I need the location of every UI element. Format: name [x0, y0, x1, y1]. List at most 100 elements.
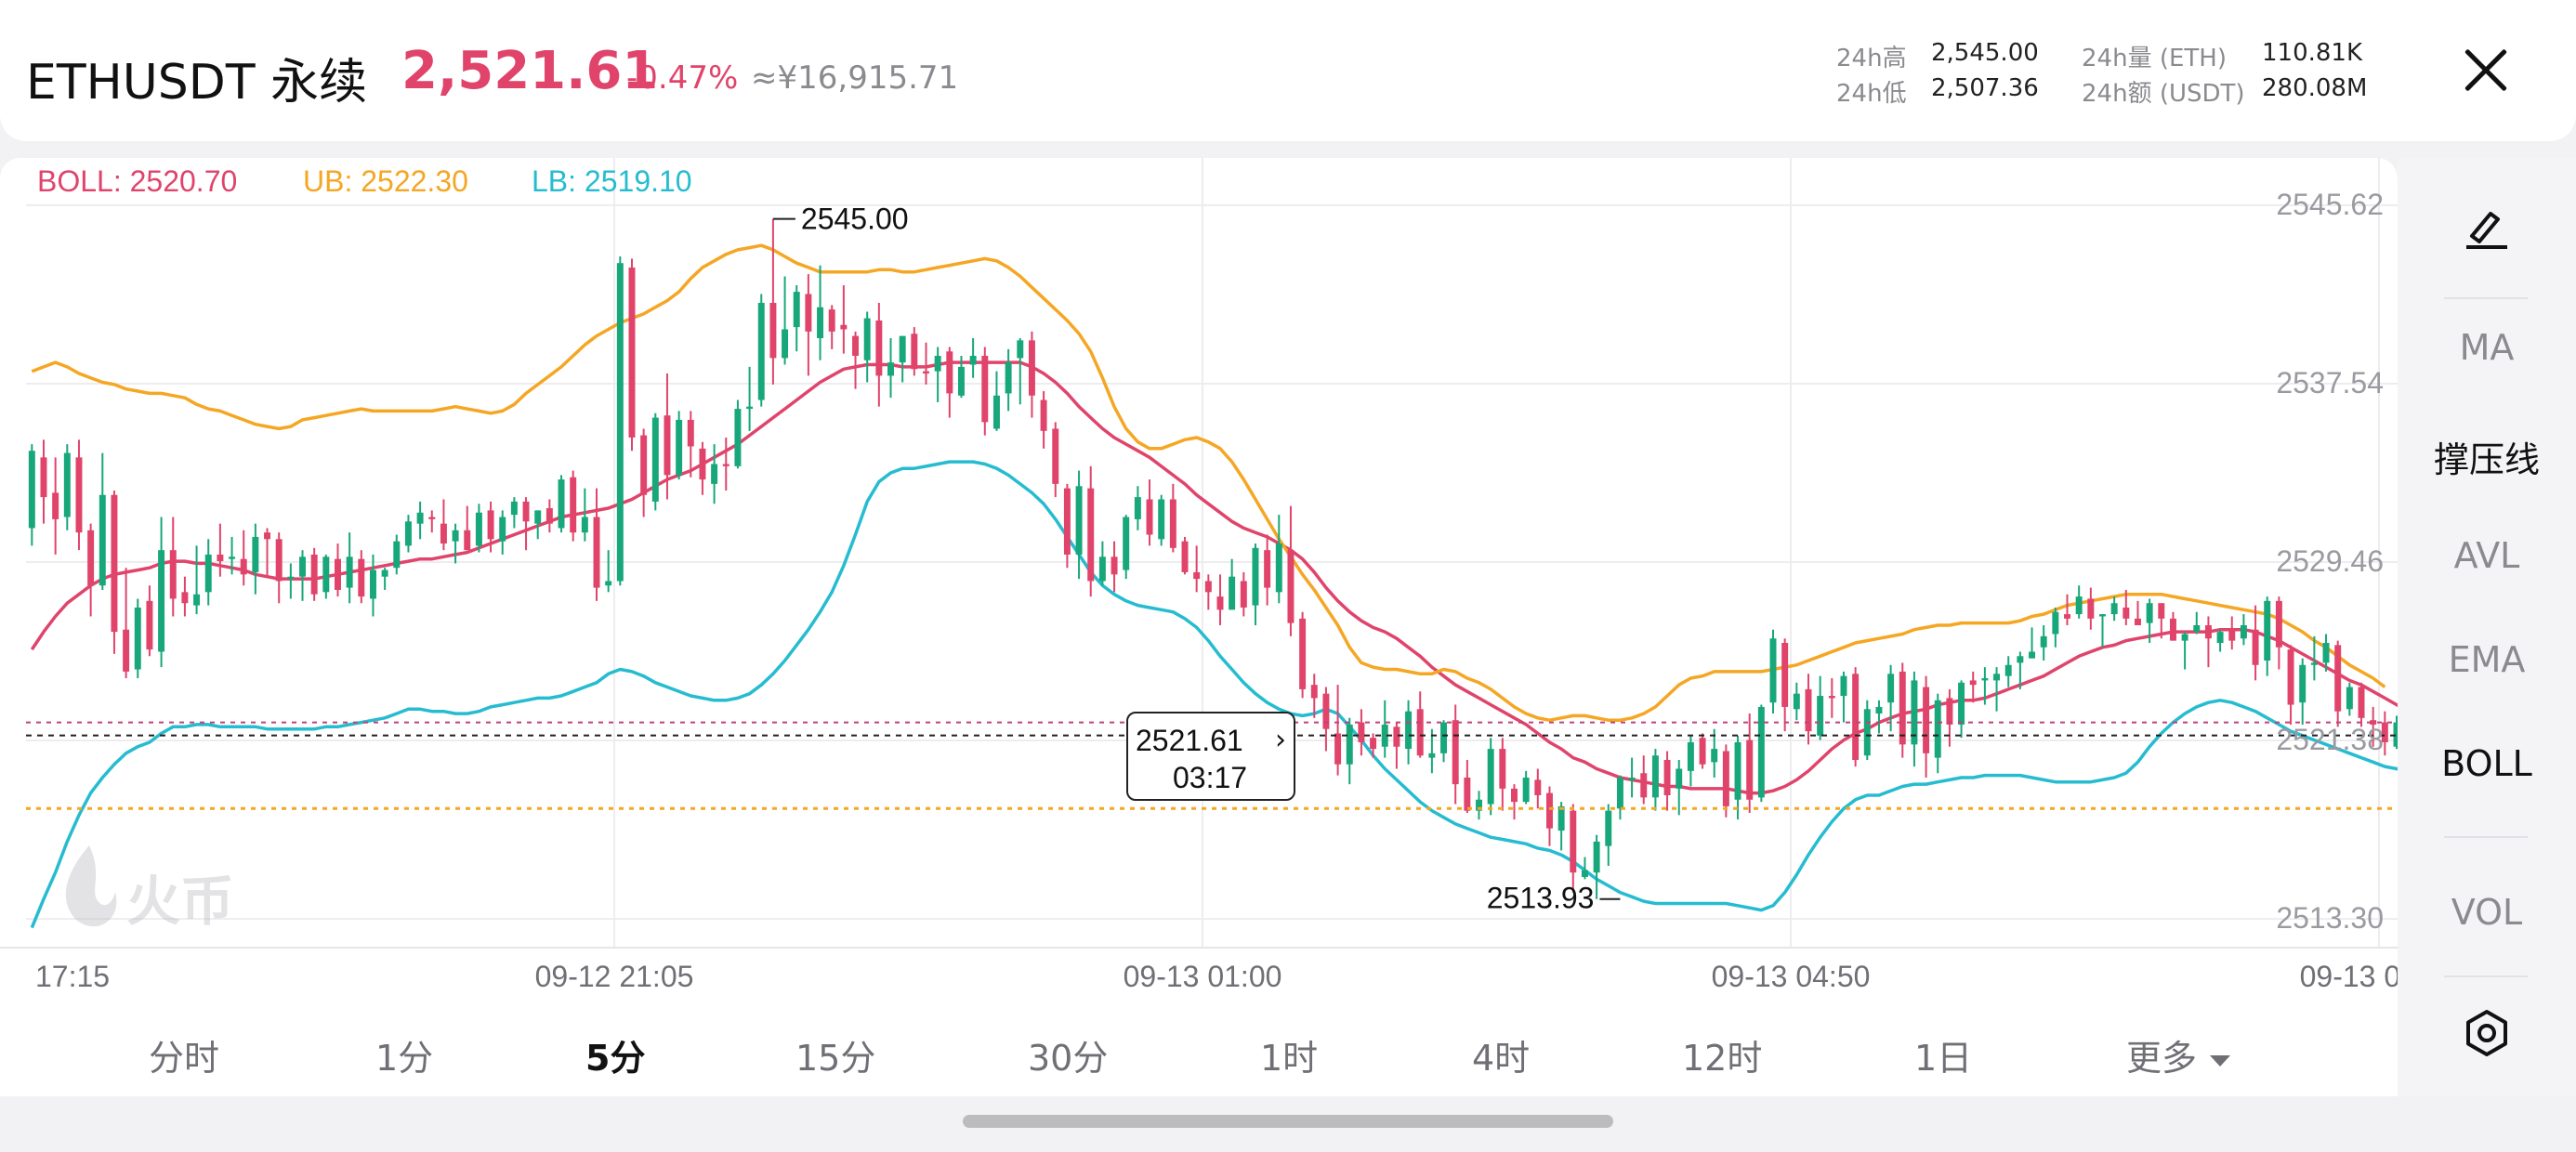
candle	[134, 598, 141, 679]
indicator-ma[interactable]: MA	[2459, 327, 2515, 368]
candle	[757, 294, 765, 407]
candle	[2334, 640, 2342, 727]
tab-4hour[interactable]: 4时	[1472, 1038, 1531, 1079]
candle	[1734, 735, 1741, 820]
close-icon[interactable]	[2453, 37, 2518, 102]
candle	[1570, 804, 1577, 893]
draw-pen-icon[interactable]	[2459, 204, 2515, 251]
tab-more[interactable]: 更多	[2126, 1029, 2231, 1080]
candle-body	[1299, 618, 1307, 689]
candle-body	[2287, 649, 2294, 705]
candle	[1005, 348, 1012, 412]
price-tooltip[interactable]: 2521.61 › 03:17	[1126, 712, 1295, 801]
candle	[863, 311, 871, 383]
tab-1min[interactable]: 1分	[375, 1038, 434, 1079]
tooltip-price: 2521.61	[1136, 724, 1243, 757]
candle-body	[722, 464, 729, 466]
candle-body	[1969, 680, 1977, 686]
indicator-vol[interactable]: VOL	[2451, 892, 2523, 933]
candle	[2017, 651, 2024, 689]
high-marker: 2545.00	[801, 203, 909, 236]
candle	[335, 543, 341, 597]
candle-body	[1852, 674, 1860, 760]
tab-timeshare[interactable]: 分时	[149, 1038, 220, 1079]
tab-15min[interactable]: 15分	[795, 1038, 876, 1079]
candle-body	[522, 501, 530, 522]
y-tick-label: 2545.62	[2276, 188, 2384, 221]
candle	[699, 441, 706, 495]
candle	[2029, 627, 2036, 659]
candle	[992, 371, 1000, 431]
candle	[1581, 857, 1588, 880]
settings-icon[interactable]	[2463, 1009, 2511, 1057]
candle-body	[1605, 810, 1612, 846]
indicator-support-resistance[interactable]: 撑压线	[2433, 439, 2540, 480]
indicator-boll[interactable]: BOLL	[2441, 743, 2532, 784]
stat-vol-value: 110.81K	[2262, 39, 2363, 67]
chart-area[interactable]	[0, 158, 2398, 1013]
candle	[581, 488, 588, 542]
y-tick-label: 2521.38	[2276, 723, 2384, 756]
candle-body	[534, 510, 542, 524]
candle	[1405, 700, 1413, 765]
candle-body	[1817, 696, 1824, 736]
candle-body	[934, 356, 941, 372]
candle	[1464, 759, 1471, 814]
x-tick-label: 09-13 04:50	[1712, 960, 1871, 993]
tab-1day[interactable]: 1日	[1914, 1038, 1973, 1079]
candle	[510, 497, 518, 529]
candle-body	[1193, 571, 1201, 580]
candle	[1687, 735, 1694, 787]
candle	[499, 510, 506, 555]
candle	[2123, 589, 2130, 625]
candle-body	[699, 448, 706, 480]
candle	[2087, 587, 2095, 630]
candle-body	[1334, 733, 1342, 765]
candle-body	[1499, 749, 1506, 789]
candle-body	[1017, 340, 1024, 359]
stat-low-value: 2,507.36	[1931, 74, 2039, 102]
tab-12hour[interactable]: 12时	[1682, 1038, 1763, 1079]
candle	[452, 523, 459, 564]
candle	[1416, 691, 1424, 758]
tab-30min[interactable]: 30分	[1028, 1038, 1109, 1079]
last-price: 2,521.61	[401, 41, 659, 101]
candle-body	[1875, 706, 1883, 714]
candle	[358, 550, 365, 604]
indicator-avl[interactable]: AVL	[2453, 535, 2520, 576]
candle	[1499, 738, 1506, 811]
candle-body	[299, 556, 306, 577]
candle-body	[2158, 603, 2165, 619]
candle-body	[981, 356, 989, 423]
candle	[252, 523, 259, 595]
candle	[1087, 465, 1095, 597]
candle	[2381, 711, 2388, 756]
home-indicator[interactable]	[963, 1115, 1613, 1128]
candle	[969, 338, 977, 378]
candle	[1181, 536, 1189, 575]
candle-body	[1887, 674, 1895, 703]
candle-body	[1287, 550, 1295, 623]
candle-body	[510, 501, 518, 516]
candle-body	[651, 417, 659, 502]
candle-body	[1393, 727, 1400, 747]
candle-body	[63, 452, 71, 517]
tab-5min[interactable]: 5分	[585, 1038, 646, 1079]
candle-body	[111, 494, 118, 633]
candle	[1063, 483, 1071, 569]
tab-1hour[interactable]: 1时	[1260, 1038, 1319, 1079]
candle-body	[1052, 428, 1059, 484]
candle-body	[275, 539, 283, 582]
candle	[793, 284, 800, 352]
candle	[1204, 574, 1212, 610]
kline-chart[interactable]: 2545.62 2537.54 2529.46 2521.38 2513.30 17:15…	[0, 158, 2398, 1013]
indicator-ema[interactable]: EMA	[2448, 639, 2526, 680]
candle-body	[2252, 629, 2259, 665]
candle	[782, 276, 789, 365]
candle-body	[923, 371, 929, 374]
candle	[899, 335, 906, 383]
candle	[840, 284, 848, 354]
symbol-title: ETHUSDT 永续	[26, 55, 368, 111]
candle-body	[2040, 635, 2047, 648]
candle-body	[1358, 722, 1365, 742]
